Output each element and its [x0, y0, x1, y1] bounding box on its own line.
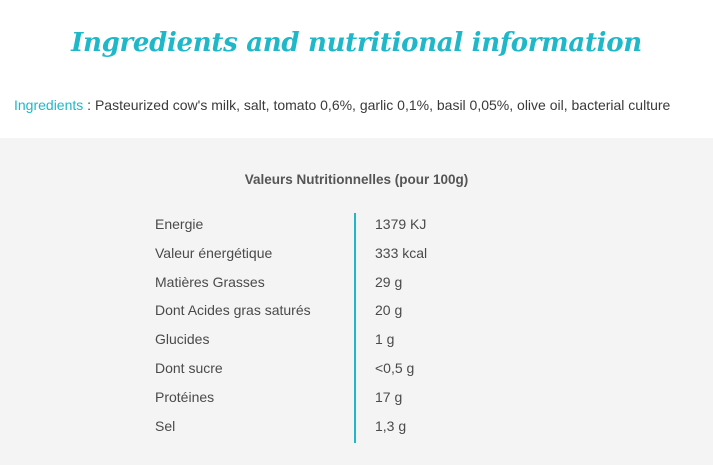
column-divider [354, 213, 356, 443]
nutrient-name: Dont Acides gras saturés [155, 302, 311, 319]
nutrient-value: 1 g [375, 331, 395, 348]
nutrient-name: Glucides [155, 331, 210, 348]
nutrient-value: 333 kcal [375, 244, 428, 261]
nutrient-name: Dont sucre [155, 359, 223, 376]
nutrient-name: Matières Grasses [155, 273, 265, 290]
nutrient-value: 1379 KJ [375, 216, 427, 232]
ingredients-text: Pasteurized cow's milk, salt, tomato 0,6… [94, 97, 671, 113]
page-title: Ingredients and nutritional information [71, 28, 642, 58]
ingredients-label: Ingredients [14, 97, 84, 113]
nutrient-value: 17 g [375, 388, 403, 405]
nutrient-name: Energie [155, 216, 204, 232]
nutrient-name: Valeur énergétique [155, 244, 273, 261]
ingredients-line: Ingredients : Pasteurized cow's milk, sa… [14, 97, 713, 113]
ingredients-separator: : [83, 97, 95, 113]
nutrient-value: 29 g [375, 273, 403, 290]
nutrient-name: Sel [155, 417, 176, 434]
nutrient-value: 1,3 g [375, 417, 407, 434]
nutrient-value: <0,5 g [375, 359, 415, 376]
nutrition-section: Valeurs Nutritionnelles (pour 100g) Ener… [0, 138, 713, 465]
nutrition-table-title: Valeurs Nutritionnelles (pour 100g) [244, 172, 469, 187]
nutrient-value: 20 g [375, 302, 403, 319]
nutrient-name: Protéines [155, 388, 215, 405]
